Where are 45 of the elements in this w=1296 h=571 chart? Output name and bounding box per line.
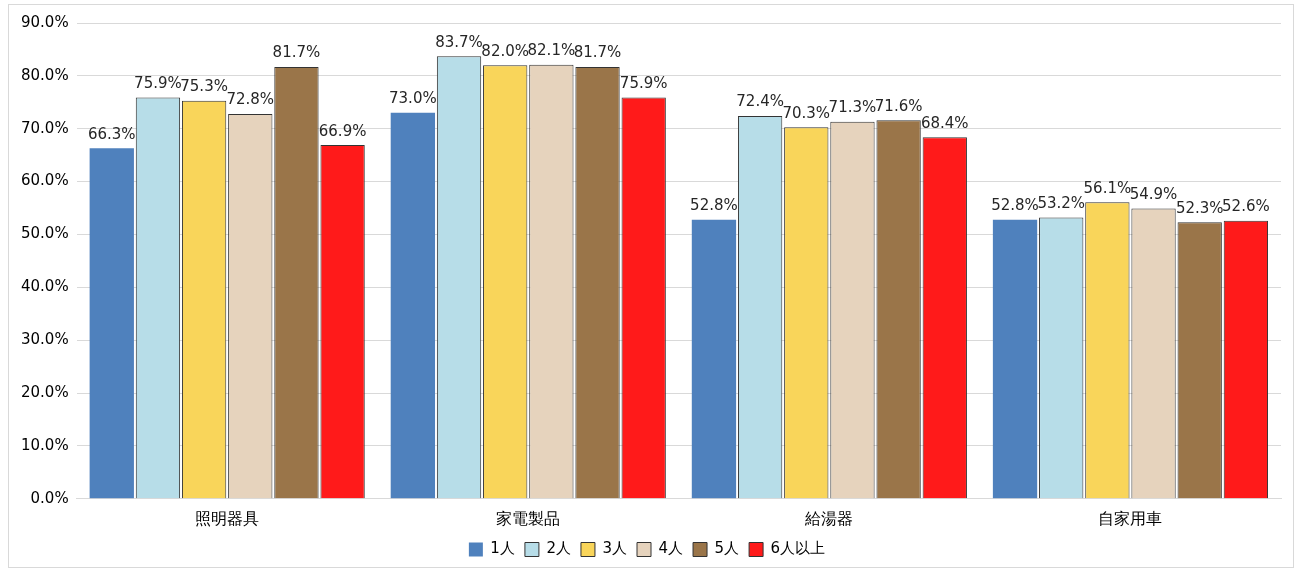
y-tick-label: 60.0% (21, 171, 69, 190)
legend-label: 2人 (546, 539, 571, 558)
data-label: 73.0% (389, 89, 437, 108)
y-tick-label: 30.0% (21, 330, 69, 349)
x-tick-label: 家電製品 (496, 508, 561, 528)
data-label: 81.7% (573, 43, 622, 62)
data-label: 71.3% (828, 98, 877, 117)
data-label: 52.6% (1222, 197, 1270, 216)
data-label: 70.3% (782, 103, 831, 122)
data-label: 72.4% (736, 92, 784, 111)
data-label: 75.9% (619, 73, 668, 92)
data-label: 72.8% (226, 90, 275, 109)
data-label: 66.9% (318, 121, 367, 140)
data-label: 82.1% (527, 41, 576, 60)
legend-label: 5人 (714, 539, 740, 558)
legend-label: 6人以上 (770, 539, 826, 558)
y-tick-label: 40.0% (21, 277, 69, 296)
y-tick-label: 10.0% (21, 435, 69, 454)
legend-label: 1人 (490, 539, 515, 558)
data-label: 75.3% (180, 77, 228, 96)
bar (89, 148, 134, 499)
legend-label: 3人 (602, 539, 627, 558)
y-tick-label: 0.0% (30, 488, 69, 507)
data-label: 53.2% (1037, 193, 1086, 212)
bar (691, 219, 737, 499)
bar (992, 219, 1038, 499)
data-label: 81.7% (272, 43, 321, 62)
y-tick-label: 80.0% (21, 65, 69, 84)
y-tick-label: 70.0% (21, 118, 69, 137)
x-tick-label: 照明器具 (195, 508, 260, 528)
data-label: 83.7% (435, 32, 483, 51)
data-label: 52.3% (1175, 198, 1224, 217)
data-label: 75.9% (134, 73, 182, 92)
data-label: 52.8% (690, 196, 738, 215)
y-tick-label: 50.0% (21, 224, 69, 243)
data-label: 66.3% (87, 124, 136, 143)
x-tick-label: 給湯器 (804, 508, 854, 528)
data-label: 56.1% (1083, 178, 1132, 197)
data-label: 52.8% (991, 196, 1039, 215)
y-tick-label: 90.0% (21, 12, 69, 31)
legend-label: 4人 (658, 539, 684, 558)
data-label: 68.4% (920, 113, 969, 132)
x-tick-label: 自家用車 (1098, 508, 1163, 528)
bar (390, 112, 436, 499)
y-tick-label: 20.0% (21, 382, 69, 401)
